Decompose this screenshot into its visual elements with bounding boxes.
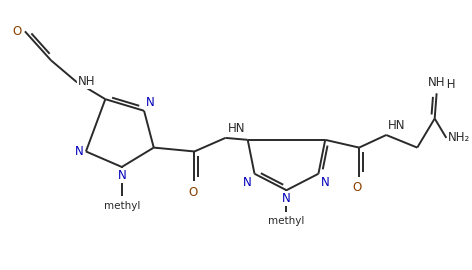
Text: NH: NH (438, 78, 456, 92)
Text: HN: HN (388, 119, 406, 132)
Text: NH₂: NH₂ (448, 131, 471, 144)
Text: N: N (118, 169, 126, 182)
Text: N: N (146, 96, 155, 109)
Text: O: O (188, 186, 197, 199)
Text: N: N (282, 192, 291, 205)
Text: methyl: methyl (103, 201, 140, 211)
Text: NH: NH (78, 75, 96, 88)
Text: methyl: methyl (268, 216, 304, 226)
Text: O: O (13, 25, 22, 38)
Text: N: N (75, 145, 84, 158)
Text: HN: HN (228, 122, 245, 135)
Text: O: O (353, 181, 362, 194)
Text: N: N (320, 176, 329, 189)
Text: NH: NH (428, 76, 446, 89)
Text: N: N (243, 176, 252, 189)
